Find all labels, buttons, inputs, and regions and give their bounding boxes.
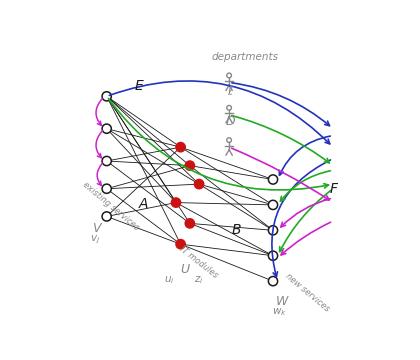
Text: $B$: $B$: [231, 223, 241, 237]
Circle shape: [102, 124, 111, 133]
Circle shape: [102, 212, 111, 221]
Text: departments: departments: [212, 52, 279, 62]
Circle shape: [176, 143, 185, 152]
Circle shape: [185, 219, 194, 228]
Circle shape: [102, 92, 111, 101]
Text: $v_j$: $v_j$: [90, 233, 100, 246]
Text: $\ell$: $\ell$: [227, 84, 234, 98]
Circle shape: [185, 161, 194, 170]
FancyArrowPatch shape: [232, 116, 329, 163]
FancyArrowPatch shape: [109, 81, 330, 144]
FancyArrowPatch shape: [281, 199, 331, 227]
FancyArrowPatch shape: [96, 98, 102, 125]
FancyArrowPatch shape: [281, 222, 331, 255]
FancyArrowPatch shape: [279, 136, 330, 175]
Circle shape: [268, 175, 278, 184]
Text: existing services: existing services: [81, 180, 141, 232]
Text: IT modules: IT modules: [178, 245, 220, 280]
Circle shape: [268, 276, 278, 286]
Circle shape: [194, 180, 204, 189]
FancyArrowPatch shape: [96, 131, 102, 158]
Circle shape: [268, 226, 278, 235]
Circle shape: [171, 198, 181, 207]
Text: $U$: $U$: [180, 263, 191, 276]
Text: $W$: $W$: [275, 296, 290, 309]
FancyArrowPatch shape: [232, 83, 330, 126]
Text: $V$: $V$: [92, 221, 103, 234]
FancyArrowPatch shape: [108, 99, 328, 190]
Circle shape: [102, 156, 111, 166]
Circle shape: [102, 184, 111, 193]
Circle shape: [268, 200, 278, 210]
Text: $D$: $D$: [225, 115, 236, 128]
Text: $w_k$: $w_k$: [273, 306, 287, 318]
Text: $z_i$: $z_i$: [194, 274, 204, 286]
Circle shape: [268, 251, 278, 260]
Text: $E$: $E$: [134, 79, 144, 93]
Text: new services: new services: [284, 272, 331, 314]
FancyArrowPatch shape: [232, 148, 329, 200]
FancyArrowPatch shape: [281, 171, 331, 201]
Circle shape: [176, 239, 185, 249]
Text: $A$: $A$: [138, 197, 149, 211]
FancyArrowPatch shape: [280, 190, 331, 252]
Text: $u_i$: $u_i$: [164, 274, 174, 286]
Text: $F$: $F$: [329, 182, 339, 196]
FancyArrowPatch shape: [272, 160, 331, 276]
FancyArrowPatch shape: [97, 163, 102, 185]
